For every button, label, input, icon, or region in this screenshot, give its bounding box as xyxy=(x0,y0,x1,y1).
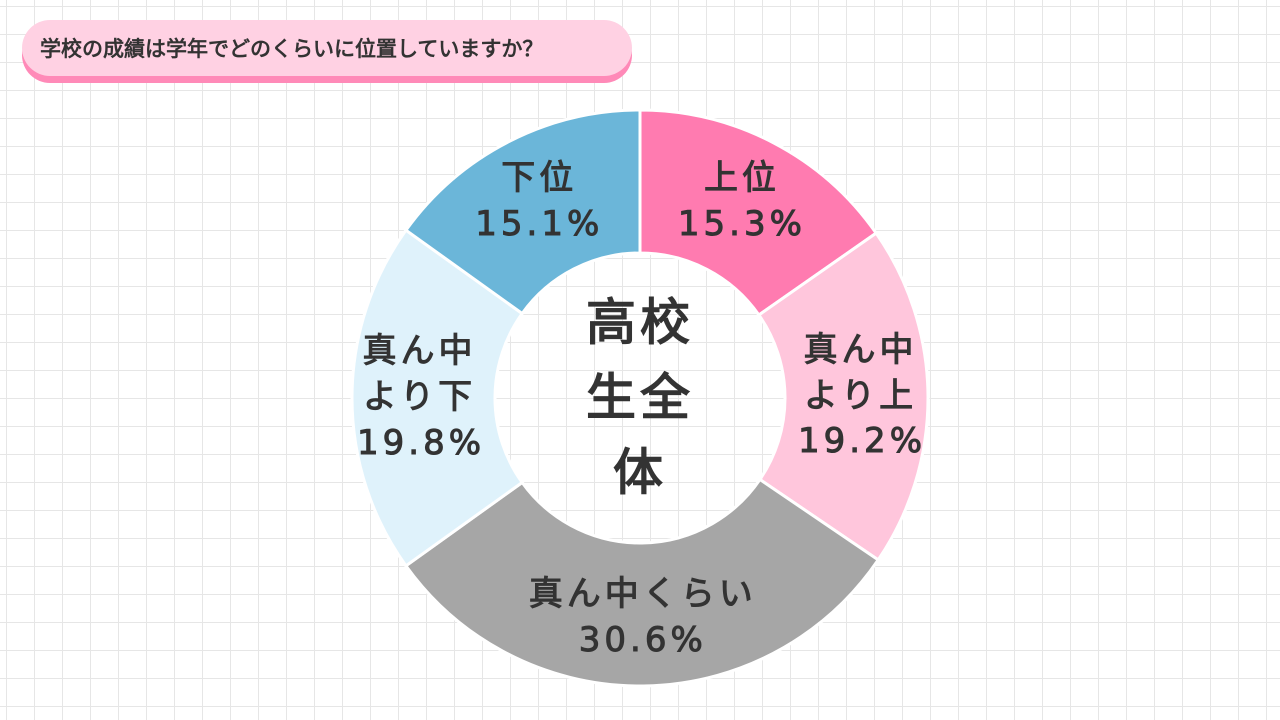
slice-label: 真ん中くらい 30.6% xyxy=(483,573,803,665)
value-label: 15.3% xyxy=(677,204,806,245)
value-label: 15.1% xyxy=(475,203,604,244)
donut-slice xyxy=(756,231,930,562)
value-label: 30.6% xyxy=(578,620,707,661)
donut-slice xyxy=(403,477,881,688)
category-label: 下位 xyxy=(501,157,578,198)
donut-slice xyxy=(403,108,642,316)
category-label: 真ん中より上 xyxy=(803,329,918,416)
donut-slice xyxy=(638,108,879,318)
chart-title: 学校の成績は学年でどのくらいに位置していますか？ xyxy=(22,20,632,76)
category-label: 真ん中くらい xyxy=(528,574,757,615)
slice-label: 上位 15.3% xyxy=(672,157,812,249)
category-label: 真ん中より下 xyxy=(362,331,477,418)
center-label: 高校生全体 xyxy=(586,293,694,502)
category-label: 上位 xyxy=(703,158,780,199)
slice-label: 下位 15.1% xyxy=(469,156,609,248)
slice-label: 真ん中より上 19.2% xyxy=(797,328,926,466)
value-label: 19.2% xyxy=(797,421,926,462)
slice-label: 真ん中より下 19.8% xyxy=(357,329,482,467)
donut-slice xyxy=(350,228,525,568)
value-label: 19.8% xyxy=(357,422,486,463)
